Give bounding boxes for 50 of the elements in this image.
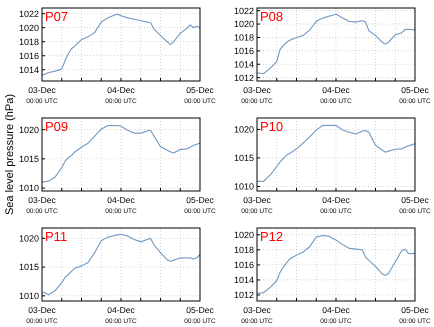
y-tick-label: 1020 [234, 230, 254, 240]
y-tick-label: 1018 [234, 244, 254, 255]
x-tick-label: 04-Dec 00:00 UTC [320, 85, 352, 105]
y-tick-label: 1016 [234, 260, 254, 270]
y-tick-label: 1015 [234, 153, 254, 164]
y-axis-title: Sea level pressure (hPa) [4, 94, 16, 216]
y-tick-label: 1020 [18, 233, 39, 244]
y-tick-label: 1010 [18, 183, 39, 194]
y-tick-label: 1010 [234, 182, 254, 192]
y-tick-label: 1014 [234, 275, 254, 286]
y-tick-label: 1022 [18, 8, 39, 19]
chart-title: P10 [260, 119, 284, 134]
y-tick-label: 1015 [18, 154, 39, 164]
chart-title: P07 [45, 9, 68, 24]
x-tick-label: 04-Dec 00:00 UTC [105, 195, 138, 215]
x-tick-label: 03-Dec 00:00 UTC [241, 195, 274, 215]
y-tick-label: 1014 [18, 64, 39, 75]
y-tick-label: 1020 [234, 124, 254, 135]
y-tick-label: 1012 [234, 72, 254, 83]
x-tick-label: 03-Dec 00:00 UTC [241, 85, 274, 105]
x-tick-label: 04-Dec 00:00 UTC [105, 85, 138, 105]
y-tick-label: 1016 [234, 46, 254, 56]
y-tick-label: 1020 [18, 124, 39, 135]
y-tick-label: 1014 [234, 59, 254, 70]
x-tick-label: 05-Dec 00:00 UTC [184, 305, 216, 325]
x-tick-label: 03-Dec 00:00 UTC [26, 305, 58, 325]
x-tick-label: 04-Dec 00:00 UTC [320, 305, 352, 325]
x-tick-label: 03-Dec 00:00 UTC [241, 305, 274, 325]
x-tick-label: 04-Dec 00:00 UTC [320, 195, 352, 215]
x-tick-label: 04-Dec 00:00 UTC [105, 305, 138, 325]
y-tick-label: 1020 [18, 22, 39, 33]
x-tick-label: 05-Dec 00:00 UTC [184, 195, 216, 215]
chart-title: P12 [260, 229, 284, 244]
x-tick-label: 03-Dec 00:00 UTC [26, 195, 58, 215]
y-tick-label: 1018 [18, 36, 39, 47]
x-tick-label: 05-Dec 00:00 UTC [399, 305, 432, 325]
x-tick-label: 05-Dec 00:00 UTC [399, 85, 432, 105]
y-tick-label: 1016 [18, 50, 39, 61]
y-tick-label: 1015 [18, 262, 39, 272]
x-tick-label: 05-Dec 00:00 UTC [184, 85, 216, 105]
y-tick-label: 1010 [18, 290, 39, 301]
chart-title: P09 [45, 119, 68, 134]
chart-title: P08 [260, 9, 284, 24]
y-tick-label: 1018 [234, 32, 254, 43]
y-tick-label: 1012 [234, 290, 254, 300]
y-tick-label: 1022 [234, 6, 254, 16]
x-tick-label: 05-Dec 00:00 UTC [399, 195, 432, 215]
x-tick-label: 03-Dec 00:00 UTC [26, 85, 58, 105]
y-tick-label: 1020 [234, 19, 254, 30]
chart-title: P11 [45, 229, 68, 244]
